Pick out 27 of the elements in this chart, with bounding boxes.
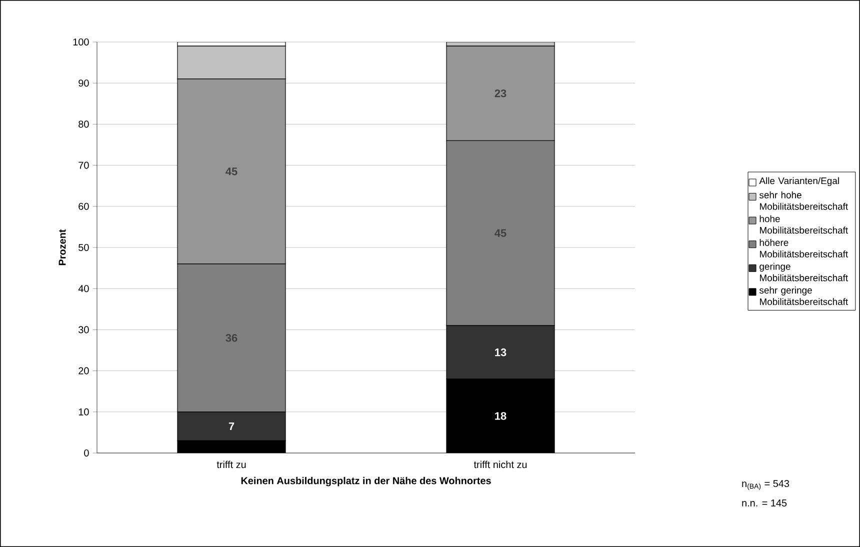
text: n$_{(BA)}$ = 543 bbox=[742, 480, 790, 490]
data-label: 45 bbox=[226, 168, 238, 176]
legend-label: Alle Varianten/Egal bbox=[759, 177, 839, 186]
legend-label: sehr geringe Mobilitätsbereitschaft bbox=[759, 286, 848, 306]
y-tick-label: 40 bbox=[78, 285, 89, 292]
data-label: 7 bbox=[228, 422, 234, 430]
y-tick-label: 70 bbox=[78, 162, 89, 169]
y-tick-label: 50 bbox=[78, 244, 89, 252]
y-tick-label: 20 bbox=[78, 367, 89, 374]
y-tick-label: 0 bbox=[84, 449, 89, 457]
x-tick-label: trifft nicht zu bbox=[474, 460, 527, 468]
text: n.n. = 145 bbox=[742, 500, 787, 506]
x-axis-title: Keinen Ausbildungsplatz in der Nähe des Wohnortes bbox=[241, 476, 491, 486]
y-axis-title: Prozent bbox=[58, 229, 66, 266]
y-tick-label: 10 bbox=[78, 408, 89, 416]
data-label: 45 bbox=[494, 229, 506, 237]
data-label: 13 bbox=[495, 348, 506, 356]
y-tick-label: 60 bbox=[78, 202, 89, 210]
bar bbox=[177, 46, 286, 80]
y-tick-label: 90 bbox=[78, 80, 89, 87]
y-tick-label: 80 bbox=[78, 120, 89, 128]
y-tick-label: 100 bbox=[73, 38, 89, 46]
x-tick-label: trifft zu bbox=[216, 460, 246, 468]
data-label: 36 bbox=[226, 334, 238, 342]
data-label: 18 bbox=[495, 412, 506, 420]
y-tick-label: 30 bbox=[78, 326, 89, 334]
data-label: 23 bbox=[494, 89, 506, 98]
